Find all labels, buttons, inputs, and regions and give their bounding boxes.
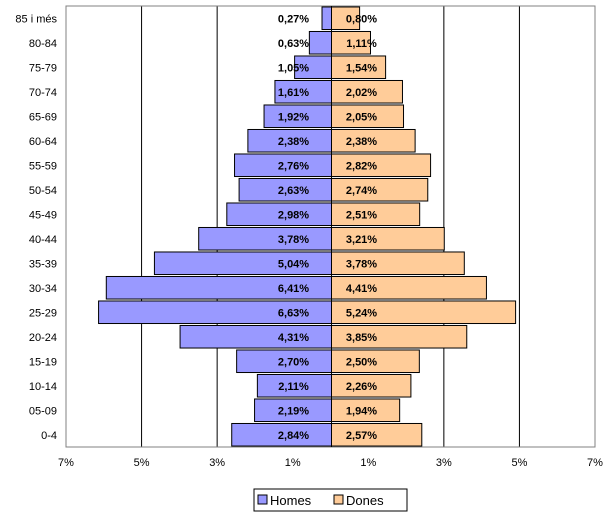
bar-homes xyxy=(321,6,333,31)
data-label-dones: 2,50% xyxy=(346,356,377,368)
data-label-dones: 5,24% xyxy=(346,307,377,319)
bar-homes xyxy=(198,226,332,251)
x-tick-label: 3% xyxy=(209,457,225,469)
gridlines xyxy=(65,5,596,448)
data-label-homes: 5,04% xyxy=(278,258,309,270)
category-label: 60-64 xyxy=(29,136,57,148)
plot-area xyxy=(65,5,596,448)
category-label: 05-09 xyxy=(29,405,57,417)
data-label-homes: 0,27% xyxy=(278,13,309,25)
category-label: 70-74 xyxy=(29,87,57,99)
data-label-dones: 2,57% xyxy=(346,430,377,442)
category-label: 35-39 xyxy=(29,258,57,270)
category-label: 55-59 xyxy=(29,160,57,172)
data-label-dones: 2,02% xyxy=(346,87,377,99)
bars: 0,27% 0,80% 0,63% 1,11% 1,05% 1,54% 1,61% 2,02%… xyxy=(98,6,517,447)
category-label: 65-69 xyxy=(29,111,57,123)
data-label-homes: 3,78% xyxy=(278,234,309,246)
data-label-homes: 1,92% xyxy=(278,111,309,123)
x-tick-label: 3% xyxy=(436,457,452,469)
category-label: 0-4 xyxy=(41,430,57,442)
legend: Homes Dones xyxy=(253,488,408,512)
category-label: 50-54 xyxy=(29,185,57,197)
data-label-homes: 1,05% xyxy=(278,62,309,74)
data-label-homes: 2,84% xyxy=(278,430,309,442)
data-label-dones: 2,26% xyxy=(346,381,377,393)
data-label-dones: 2,74% xyxy=(346,185,377,197)
legend-label-homes: Homes xyxy=(270,493,312,508)
data-label-dones: 0,80% xyxy=(346,13,377,25)
bar-homes xyxy=(308,30,332,55)
data-label-homes: 6,41% xyxy=(278,283,309,295)
legend-label-dones: Dones xyxy=(346,493,384,508)
data-label-homes: 0,63% xyxy=(278,38,309,50)
category-label: 30-34 xyxy=(29,283,57,295)
category-labels: 85 i més 80-84 75-79 70-74 65-69 60-64 55-59 50… xyxy=(15,13,57,442)
x-tick-label: 7% xyxy=(587,457,603,469)
x-tick-label: 5% xyxy=(134,457,150,469)
data-label-dones: 1,11% xyxy=(346,38,377,50)
x-tick-label: 1% xyxy=(360,457,376,469)
legend-box xyxy=(253,488,408,512)
data-label-homes: 2,38% xyxy=(278,136,309,148)
data-label-homes: 2,63% xyxy=(278,185,309,197)
data-label-homes: 1,61% xyxy=(278,87,309,99)
category-label: 20-24 xyxy=(29,332,57,344)
data-label-homes: 2,11% xyxy=(278,381,309,393)
legend-swatch-dones xyxy=(333,494,344,505)
category-label: 75-79 xyxy=(29,62,57,74)
x-tick-label: 5% xyxy=(511,457,527,469)
data-label-dones: 1,54% xyxy=(346,62,377,74)
data-label-homes: 2,19% xyxy=(278,405,309,417)
x-axis-tick-labels: 7% 5% 3% 1% 1% 3% 5% 7% xyxy=(58,457,603,469)
data-label-dones: 3,78% xyxy=(346,258,377,270)
category-label: 85 i més xyxy=(15,13,57,25)
data-label-dones: 2,51% xyxy=(346,209,377,221)
x-tick-label: 7% xyxy=(58,457,74,469)
data-label-dones: 2,38% xyxy=(346,136,377,148)
x-tick-label: 1% xyxy=(285,457,301,469)
legend-swatch-homes xyxy=(257,494,268,505)
category-label: 25-29 xyxy=(29,307,57,319)
category-label: 45-49 xyxy=(29,209,57,221)
category-label: 10-14 xyxy=(29,381,57,393)
data-label-dones: 3,21% xyxy=(346,234,377,246)
data-label-homes: 6,63% xyxy=(278,307,309,319)
category-label: 80-84 xyxy=(29,38,57,50)
category-label: 15-19 xyxy=(29,356,57,368)
category-label: 40-44 xyxy=(29,234,57,246)
data-label-homes: 2,70% xyxy=(278,356,309,368)
data-label-dones: 2,05% xyxy=(346,111,377,123)
data-label-homes: 2,76% xyxy=(278,160,309,172)
data-label-dones: 2,82% xyxy=(346,160,377,172)
data-label-dones: 1,94% xyxy=(346,405,377,417)
data-label-homes: 2,98% xyxy=(278,209,309,221)
data-label-dones: 4,41% xyxy=(346,283,377,295)
data-label-homes: 4,31% xyxy=(278,332,309,344)
data-label-dones: 3,85% xyxy=(346,332,377,344)
